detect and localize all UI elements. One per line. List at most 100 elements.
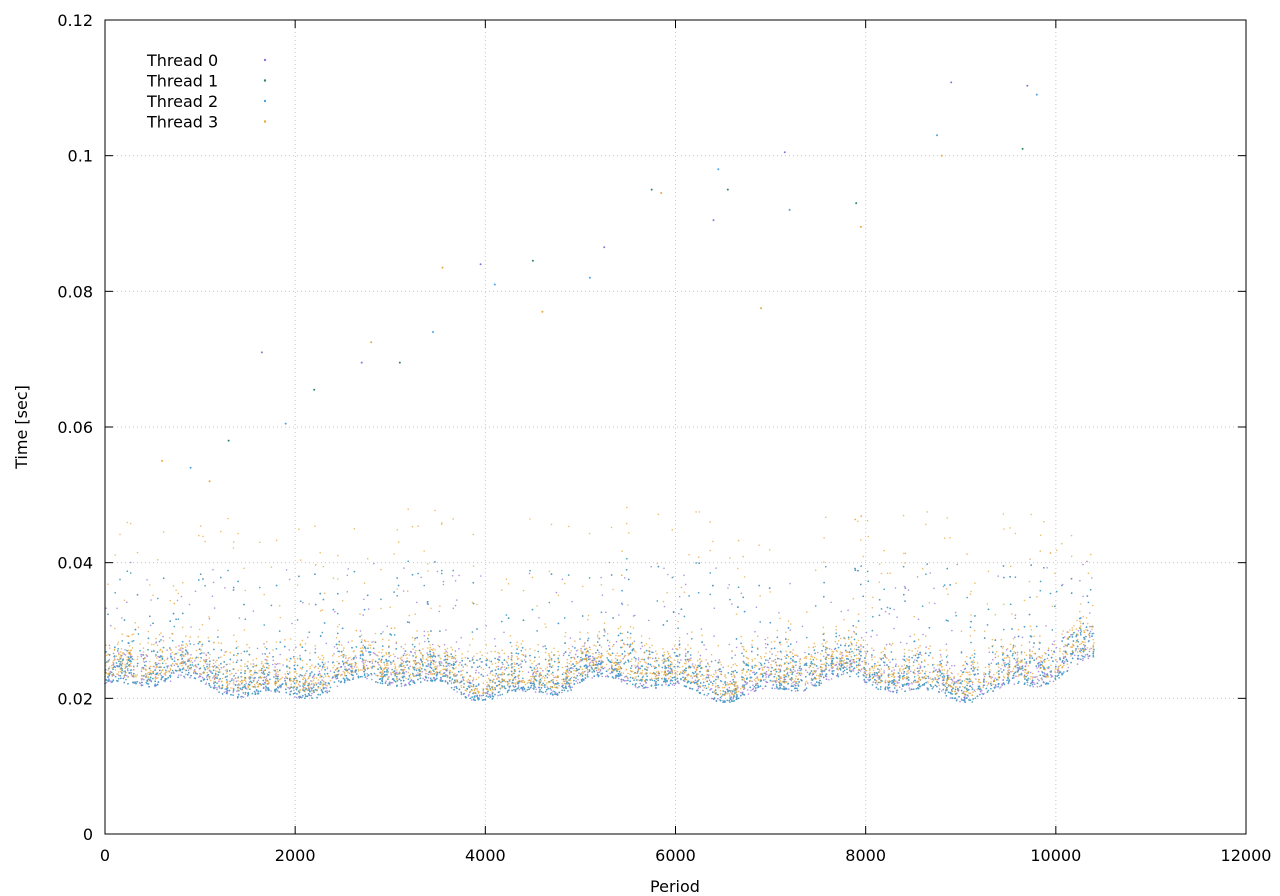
data-point	[714, 670, 717, 672]
data-point	[814, 683, 817, 685]
data-point	[648, 619, 650, 622]
data-point	[708, 665, 711, 668]
data-point	[634, 614, 636, 617]
data-point	[1077, 629, 1080, 632]
data-point	[441, 662, 443, 664]
data-point	[471, 699, 473, 701]
data-point	[948, 674, 950, 677]
data-point	[690, 657, 692, 660]
data-point	[1050, 676, 1053, 678]
data-point	[722, 699, 724, 702]
data-point	[919, 665, 922, 667]
data-point	[817, 667, 819, 670]
data-point	[390, 673, 393, 676]
data-point	[899, 641, 902, 644]
data-point	[190, 626, 192, 628]
data-point	[994, 677, 996, 679]
data-point	[462, 666, 465, 668]
data-point	[326, 667, 329, 670]
data-point	[916, 670, 919, 673]
data-point	[534, 686, 537, 689]
data-point	[647, 666, 649, 669]
data-point	[910, 670, 912, 673]
data-point	[728, 584, 730, 586]
data-point	[1088, 650, 1091, 653]
data-point	[971, 683, 974, 686]
data-point	[166, 649, 168, 651]
data-point	[747, 693, 750, 695]
data-point	[732, 698, 734, 700]
data-point	[433, 678, 436, 680]
data-point	[624, 676, 626, 678]
data-point	[342, 663, 345, 666]
data-point	[1051, 643, 1054, 645]
data-point	[293, 689, 295, 692]
data-point	[949, 697, 952, 699]
data-point	[532, 672, 535, 675]
data-point	[773, 680, 775, 682]
data-point	[212, 581, 215, 584]
outlier-point	[260, 351, 263, 354]
data-point	[865, 631, 868, 634]
data-point	[423, 635, 426, 637]
data-point	[426, 652, 428, 654]
data-point	[634, 685, 637, 688]
data-point	[218, 668, 221, 671]
data-point	[1015, 675, 1017, 677]
data-point	[1045, 625, 1047, 627]
data-point	[216, 687, 218, 689]
data-point	[896, 681, 899, 683]
data-point	[778, 612, 780, 614]
data-point	[877, 676, 879, 679]
data-point	[774, 658, 777, 661]
data-point	[388, 655, 391, 658]
data-point	[713, 635, 715, 637]
data-point	[1067, 666, 1069, 669]
data-point	[442, 580, 445, 583]
data-point	[552, 690, 554, 692]
data-point	[608, 667, 611, 670]
data-point	[422, 677, 424, 680]
data-point	[130, 674, 133, 676]
data-point	[1032, 685, 1035, 688]
data-point	[310, 683, 313, 685]
data-point	[822, 655, 825, 658]
data-point	[563, 652, 565, 655]
data-point	[256, 647, 259, 650]
data-point	[522, 654, 525, 656]
data-point	[421, 671, 424, 673]
data-point	[386, 625, 389, 628]
data-point	[637, 667, 640, 669]
data-point	[983, 675, 986, 678]
data-point	[353, 666, 356, 668]
data-point	[583, 645, 585, 647]
data-point	[991, 676, 993, 678]
data-point	[754, 630, 756, 633]
data-point	[753, 671, 755, 673]
data-point	[214, 664, 216, 667]
data-point	[191, 661, 194, 664]
data-point	[1064, 656, 1066, 658]
data-point	[876, 634, 878, 636]
data-point	[224, 587, 226, 589]
data-point	[755, 606, 758, 608]
data-point	[272, 663, 274, 666]
data-point	[953, 664, 956, 667]
data-point	[1026, 684, 1029, 686]
data-point	[287, 686, 289, 689]
data-point	[615, 640, 618, 643]
data-point	[853, 630, 855, 633]
data-point	[852, 670, 855, 672]
data-point	[431, 659, 434, 661]
data-point	[502, 663, 504, 666]
data-point	[427, 676, 430, 679]
data-point	[391, 682, 394, 684]
data-point	[568, 684, 571, 686]
data-point	[194, 590, 197, 593]
data-point	[194, 669, 196, 671]
data-point	[568, 667, 570, 670]
data-point	[729, 680, 732, 683]
data-point	[211, 595, 214, 597]
data-point	[642, 687, 644, 689]
data-point	[324, 686, 326, 689]
